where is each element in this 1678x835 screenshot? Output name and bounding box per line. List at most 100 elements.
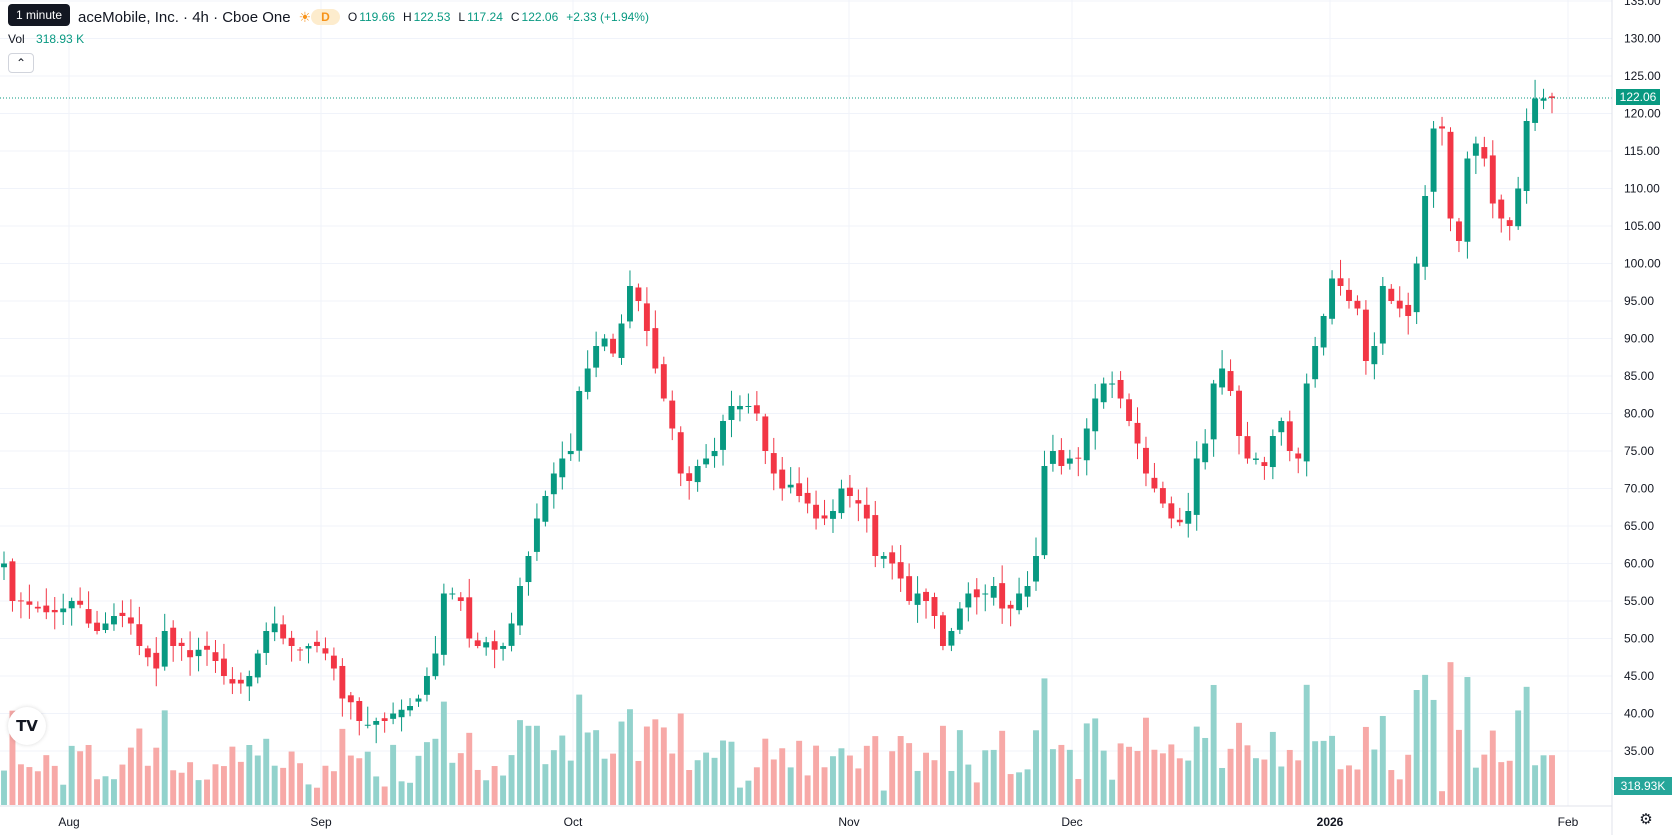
candle-body bbox=[1413, 263, 1420, 313]
volume-bar bbox=[1295, 760, 1302, 805]
candle-body bbox=[26, 601, 33, 605]
price-tick-label: 120.00 bbox=[1624, 107, 1661, 121]
candle-body bbox=[187, 650, 194, 658]
volume-bar bbox=[347, 755, 354, 805]
candle-body bbox=[364, 724, 371, 726]
volume-bar bbox=[1430, 699, 1437, 805]
volume-bar bbox=[449, 762, 456, 805]
candle-body bbox=[356, 700, 363, 721]
candle-body bbox=[914, 593, 921, 605]
candle-body bbox=[220, 658, 227, 676]
volume-bar bbox=[254, 755, 261, 805]
volume-bar bbox=[136, 728, 143, 805]
candle-body bbox=[652, 328, 659, 369]
candle-body bbox=[720, 421, 726, 450]
candle-body bbox=[1227, 371, 1234, 391]
candle-body bbox=[1134, 422, 1141, 444]
volume-bar bbox=[982, 750, 989, 805]
volume-label[interactable]: Vol bbox=[8, 32, 25, 46]
volume-bar bbox=[1117, 743, 1124, 805]
candle-body bbox=[500, 646, 507, 649]
candle-body bbox=[787, 484, 794, 488]
candle-body bbox=[246, 676, 253, 687]
volume-bar bbox=[736, 787, 743, 805]
gear-icon[interactable]: ⚙ bbox=[1639, 811, 1653, 828]
volume-bar bbox=[43, 755, 50, 805]
collapse-legend-button[interactable]: ⌃ bbox=[8, 53, 34, 73]
volume-bar bbox=[669, 753, 676, 805]
volume-bar bbox=[1447, 662, 1454, 805]
volume-bar bbox=[880, 790, 887, 805]
candle-body bbox=[1278, 421, 1285, 433]
volume-bar bbox=[195, 780, 202, 805]
volume-bar bbox=[1515, 710, 1522, 805]
volume-bar bbox=[610, 753, 617, 805]
candle-body bbox=[1007, 604, 1014, 609]
volume-bar bbox=[1549, 755, 1555, 805]
candle-body bbox=[999, 583, 1006, 609]
candle-body bbox=[1498, 199, 1505, 219]
volume-bar bbox=[466, 732, 473, 805]
candle-body bbox=[533, 518, 540, 552]
candle-body bbox=[1041, 466, 1048, 556]
volume-bar bbox=[1346, 765, 1352, 805]
volume-bar bbox=[1007, 774, 1014, 805]
volume-bar bbox=[559, 735, 566, 805]
candle-body bbox=[1329, 278, 1336, 319]
candle-body bbox=[144, 648, 151, 658]
candle-body bbox=[813, 504, 820, 519]
candle-body bbox=[474, 640, 481, 646]
session-badge[interactable]: D bbox=[311, 9, 340, 25]
high-value: 122.53 bbox=[413, 10, 451, 24]
volume-bar bbox=[178, 772, 185, 805]
candle-body bbox=[204, 645, 210, 650]
candle-body bbox=[517, 586, 523, 626]
price-tick-label: 115.00 bbox=[1624, 144, 1660, 158]
volume-bar bbox=[1083, 723, 1090, 805]
symbol-title[interactable]: aceMobile, Inc. · 4h · Cboe One bbox=[78, 8, 291, 26]
volume-bar bbox=[26, 767, 33, 805]
candle-body bbox=[846, 487, 853, 496]
volume-bar bbox=[889, 751, 896, 805]
candle-body bbox=[1447, 131, 1454, 219]
volume-bar bbox=[770, 759, 777, 805]
volume-bar bbox=[187, 762, 194, 805]
candle-body bbox=[1303, 383, 1310, 462]
candle-body bbox=[804, 492, 811, 504]
volume-bar bbox=[584, 732, 591, 805]
candle-body bbox=[1515, 188, 1522, 227]
volume-bar bbox=[1252, 758, 1259, 805]
volume-legend: Vol 318.93 K bbox=[8, 32, 84, 46]
candle-body bbox=[956, 608, 963, 630]
candle-body bbox=[17, 600, 24, 602]
volume-bar bbox=[1498, 762, 1505, 805]
volume-bar bbox=[1024, 769, 1031, 805]
volume-bar bbox=[161, 710, 168, 805]
time-tick-label: Aug bbox=[58, 815, 79, 829]
volume-bar bbox=[314, 787, 320, 805]
volume-bar bbox=[686, 769, 693, 805]
candle-body bbox=[153, 652, 160, 669]
candle-body bbox=[1075, 457, 1082, 459]
price-tick-label: 50.00 bbox=[1624, 632, 1654, 646]
volume-bars bbox=[1, 662, 1555, 805]
volume-bar bbox=[762, 738, 769, 805]
price-tick-label: 90.00 bbox=[1624, 332, 1654, 346]
volume-bar bbox=[1033, 730, 1039, 805]
sun-icon: ☀ bbox=[298, 8, 312, 25]
volume-bar bbox=[34, 771, 41, 805]
tradingview-logo[interactable]: TV bbox=[8, 707, 46, 745]
candle-body bbox=[1202, 443, 1209, 463]
time-tick-label: Nov bbox=[838, 815, 859, 829]
candle-body bbox=[119, 612, 126, 616]
price-tick-label: 75.00 bbox=[1624, 444, 1654, 458]
candle-body bbox=[694, 466, 701, 483]
volume-bar bbox=[1388, 770, 1395, 805]
volume-bar bbox=[364, 751, 371, 805]
candle-body bbox=[398, 709, 405, 718]
volume-bar bbox=[17, 764, 24, 805]
volume-tag: 318.93K bbox=[1614, 777, 1672, 795]
candle-body bbox=[584, 368, 591, 392]
candle-body bbox=[254, 653, 261, 678]
